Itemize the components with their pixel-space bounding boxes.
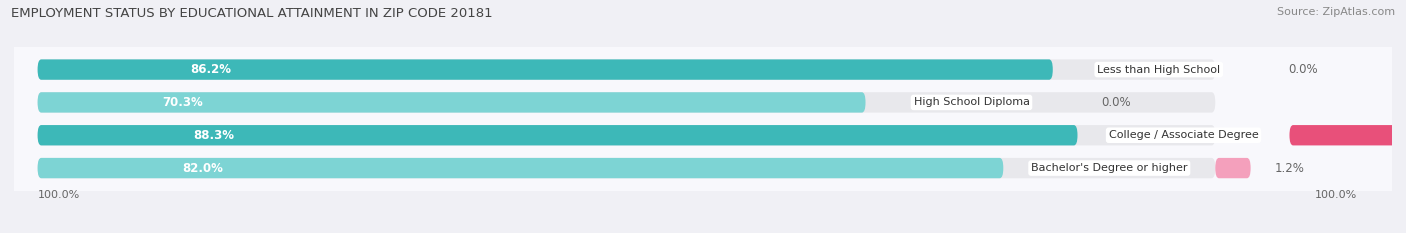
Text: 82.0%: 82.0%: [183, 161, 224, 175]
Text: Less than High School: Less than High School: [1097, 65, 1220, 75]
Text: Bachelor's Degree or higher: Bachelor's Degree or higher: [1031, 163, 1188, 173]
Text: 100.0%: 100.0%: [38, 190, 80, 200]
Text: High School Diploma: High School Diploma: [914, 97, 1029, 107]
FancyBboxPatch shape: [1215, 158, 1250, 178]
Text: 0.0%: 0.0%: [1288, 63, 1317, 76]
Text: 100.0%: 100.0%: [1315, 190, 1357, 200]
Text: 1.2%: 1.2%: [1274, 161, 1303, 175]
FancyBboxPatch shape: [38, 125, 1077, 145]
Text: Source: ZipAtlas.com: Source: ZipAtlas.com: [1277, 7, 1395, 17]
Text: College / Associate Degree: College / Associate Degree: [1108, 130, 1258, 140]
Text: EMPLOYMENT STATUS BY EDUCATIONAL ATTAINMENT IN ZIP CODE 20181: EMPLOYMENT STATUS BY EDUCATIONAL ATTAINM…: [11, 7, 494, 20]
FancyBboxPatch shape: [38, 59, 1215, 80]
FancyBboxPatch shape: [38, 92, 866, 113]
Text: 86.2%: 86.2%: [190, 63, 231, 76]
Text: 88.3%: 88.3%: [194, 129, 235, 142]
FancyBboxPatch shape: [38, 92, 1215, 113]
FancyBboxPatch shape: [1289, 125, 1406, 145]
FancyBboxPatch shape: [38, 59, 1053, 80]
FancyBboxPatch shape: [38, 158, 1215, 178]
Text: 0.0%: 0.0%: [1101, 96, 1130, 109]
FancyBboxPatch shape: [38, 125, 1215, 145]
FancyBboxPatch shape: [38, 158, 1004, 178]
Text: 70.3%: 70.3%: [162, 96, 202, 109]
